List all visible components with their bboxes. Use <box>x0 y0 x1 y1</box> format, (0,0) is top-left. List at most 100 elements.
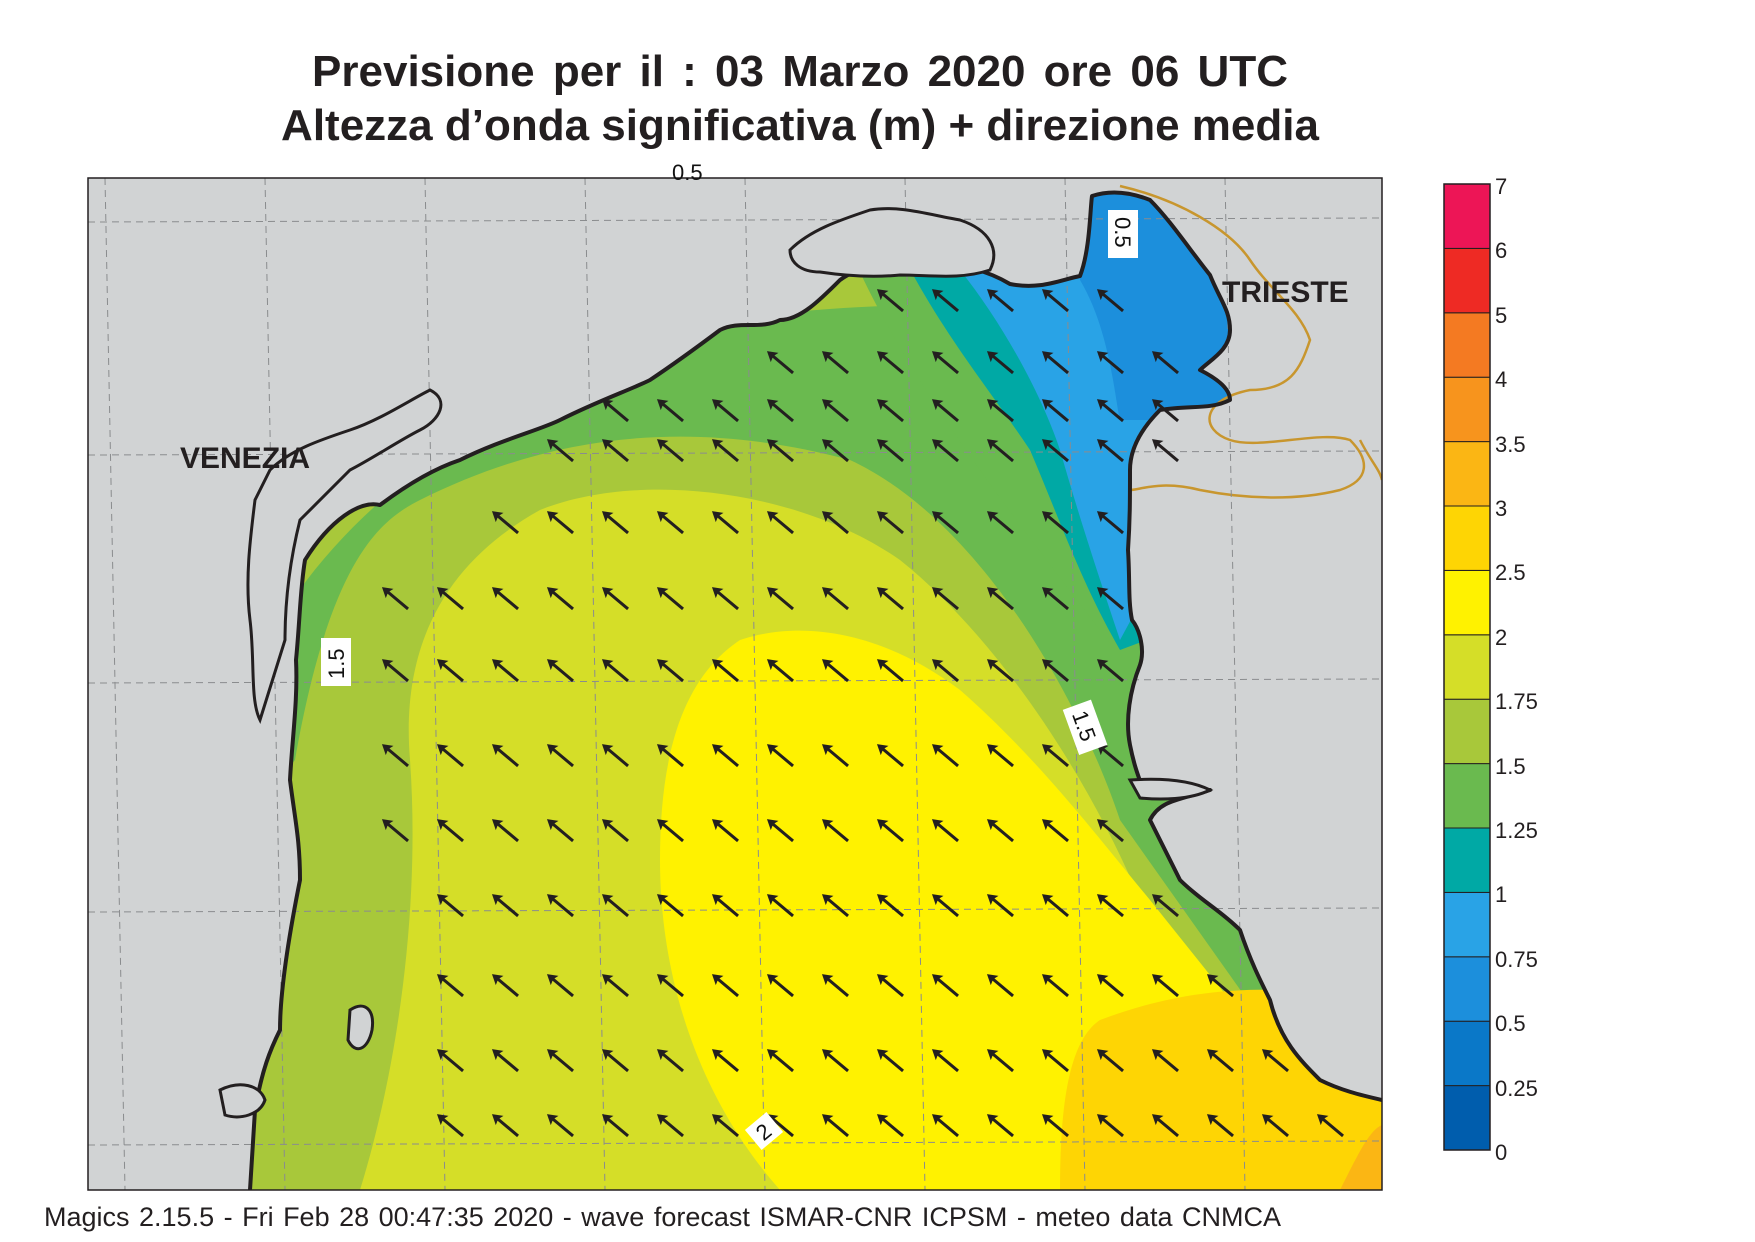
arrow-head <box>1096 974 1109 986</box>
colorbar-swatch <box>1443 569 1491 636</box>
arrow-shaft <box>1043 659 1069 683</box>
arrow-shaft <box>823 439 849 463</box>
arrow-shaft <box>548 659 574 683</box>
arrow-shaft <box>1043 351 1069 375</box>
arrow-shaft <box>878 1049 904 1073</box>
arrow-shaft <box>933 587 959 611</box>
arrow-shaft <box>988 399 1014 423</box>
arrow-shaft <box>1153 1049 1179 1073</box>
arrow-shaft <box>988 289 1014 313</box>
direction-arrow <box>546 974 574 998</box>
arrow-shaft <box>988 511 1014 535</box>
arrow-head <box>931 1114 944 1126</box>
arrow-shaft <box>823 351 849 375</box>
arrow-head <box>601 1049 614 1061</box>
direction-arrow <box>656 511 684 535</box>
contour-label-2-south: 2 <box>744 1112 784 1150</box>
direction-arrow <box>766 1049 794 1073</box>
direction-arrow <box>1206 1049 1234 1073</box>
po-delta-island <box>346 1004 375 1051</box>
arrow-head <box>1096 894 1109 906</box>
arrow-shaft <box>658 511 684 535</box>
west-coast-inlet <box>218 1083 267 1119</box>
arrow-head <box>1041 1114 1054 1126</box>
contour-label-1-5-west: 1.5 <box>321 638 351 686</box>
direction-arrow <box>436 1049 464 1073</box>
arrow-head <box>1096 289 1109 301</box>
arrow-head <box>1041 399 1054 411</box>
arrow-shaft <box>603 587 629 611</box>
arrow-shaft <box>823 1049 849 1073</box>
meridian-line <box>584 178 606 1190</box>
arrow-shaft <box>603 819 629 843</box>
arrow-head <box>656 1114 669 1126</box>
arrow-shaft <box>823 511 849 535</box>
arrow-head <box>491 819 504 831</box>
arrow-shaft <box>713 511 739 535</box>
direction-arrow <box>656 1114 684 1138</box>
arrow-shaft <box>1098 587 1124 611</box>
arrow-shaft <box>548 819 574 843</box>
contour-label-0-5-top: 0.5 <box>672 160 703 185</box>
arrow-head <box>601 659 614 671</box>
arrow-head <box>546 659 559 671</box>
direction-arrow <box>876 587 904 611</box>
direction-arrow <box>1041 351 1069 375</box>
arrow-shaft <box>658 439 684 463</box>
arrow-head <box>1096 1049 1109 1061</box>
direction-arrow <box>876 351 904 375</box>
direction-arrow <box>491 819 519 843</box>
arrow-shaft <box>878 289 904 313</box>
direction-arrow <box>821 351 849 375</box>
arrow-shaft <box>988 819 1014 843</box>
arrow-head <box>821 1114 834 1126</box>
arrow-shaft <box>933 289 959 313</box>
arrow-shaft <box>438 744 464 768</box>
direction-arrow <box>931 587 959 611</box>
arrow-shaft <box>878 744 904 768</box>
arrow-shaft <box>493 1114 519 1138</box>
direction-arrow <box>656 974 684 998</box>
arrow-head <box>601 974 614 986</box>
arrow-shaft <box>933 399 959 423</box>
direction-arrow <box>711 894 739 918</box>
city-label-venezia: VENEZIA <box>180 442 310 475</box>
colorbar-swatch <box>1443 183 1491 249</box>
direction-arrow <box>986 587 1014 611</box>
arrow-head <box>711 894 724 906</box>
colorbar-tick-label: 5 <box>1495 302 1508 328</box>
arrow-head <box>546 1049 559 1061</box>
arrow-shaft <box>1098 1114 1124 1138</box>
arrow-shaft <box>878 399 904 423</box>
arrow-head <box>1151 351 1164 363</box>
meridian-line <box>904 178 926 1190</box>
arrow-shaft <box>658 659 684 683</box>
arrow-shaft <box>493 744 519 768</box>
arrow-head <box>1206 974 1219 986</box>
arrow-shaft <box>823 819 849 843</box>
arrow-shaft <box>988 351 1014 375</box>
direction-arrow <box>601 1114 629 1138</box>
arrow-head <box>1041 351 1054 363</box>
colorbar-frame <box>1443 183 1491 1151</box>
arrow-head <box>436 894 449 906</box>
arrow-shaft <box>548 1114 574 1138</box>
arrow-head <box>876 587 889 599</box>
arrow-head <box>821 511 834 523</box>
colorbar-swatch <box>1443 505 1491 571</box>
arrow-head <box>546 744 559 756</box>
direction-arrow <box>931 744 959 768</box>
arrow-head <box>821 351 834 363</box>
arrow-head <box>1041 659 1054 671</box>
arrow-shaft <box>768 399 794 423</box>
direction-arrow <box>986 819 1014 843</box>
arrow-shaft <box>438 587 464 611</box>
direction-arrow <box>986 1114 1014 1138</box>
arrow-head <box>546 1114 559 1126</box>
band-3-3-5 <box>1340 1125 1382 1190</box>
direction-arrow <box>1206 1114 1234 1138</box>
arrow-head <box>986 1049 999 1061</box>
direction-arrow <box>821 819 849 843</box>
arrow-shaft <box>1153 974 1179 998</box>
direction-arrow <box>436 587 464 611</box>
